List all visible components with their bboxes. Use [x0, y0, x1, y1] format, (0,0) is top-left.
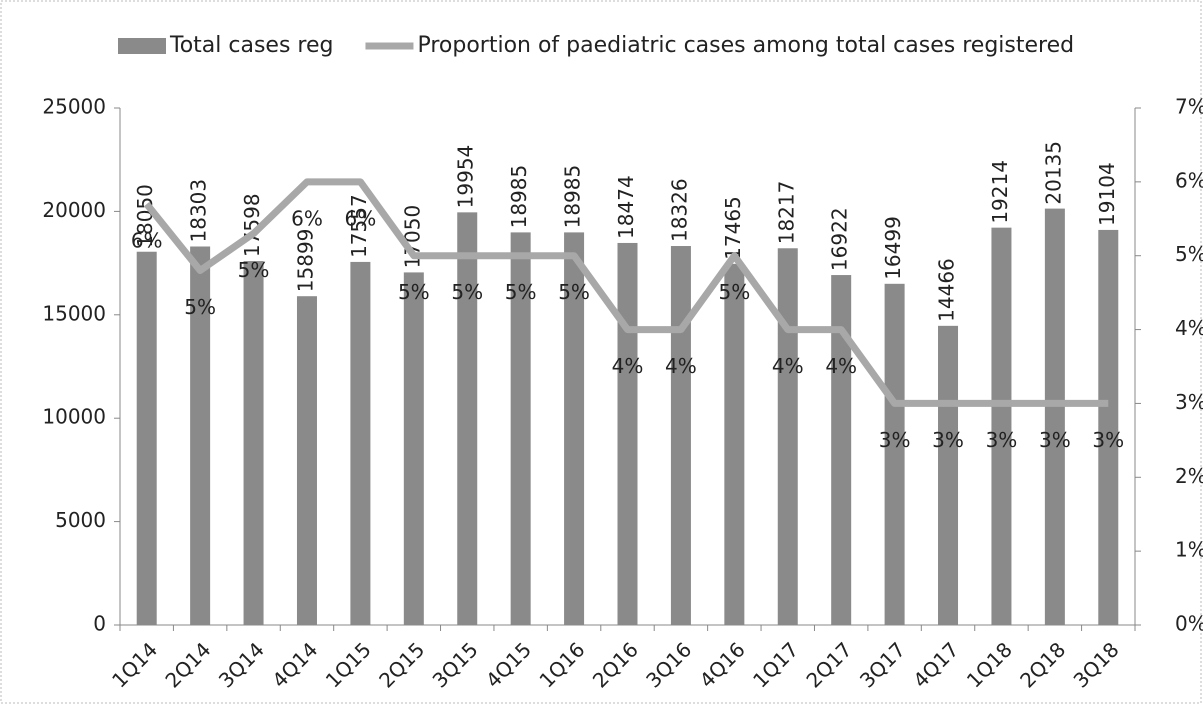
bar — [457, 212, 478, 626]
bar — [617, 242, 638, 625]
y2-tick-label: 7% — [1175, 95, 1203, 119]
line-value-label: 3% — [1039, 428, 1071, 452]
legend-swatch — [118, 38, 166, 54]
line-value-label: 4% — [612, 354, 644, 378]
line-value-label: 3% — [986, 428, 1018, 452]
line-value-label: 6% — [345, 206, 377, 230]
bar — [991, 227, 1012, 625]
y-tick-label: 15000 — [42, 301, 106, 325]
bar-value-label: 14466 — [935, 258, 959, 322]
bar — [243, 261, 264, 625]
y-tick-label: 0 — [93, 612, 106, 636]
bar — [510, 232, 531, 625]
bar-value-label: 20135 — [1041, 141, 1065, 205]
y2-tick-label: 3% — [1175, 390, 1203, 414]
bar — [831, 275, 852, 625]
line-value-label: 5% — [505, 280, 537, 304]
bar — [403, 272, 424, 625]
bar — [136, 251, 157, 625]
line-value-label: 3% — [1092, 428, 1124, 452]
line-value-label: 4% — [772, 354, 804, 378]
legend-label: Total cases reg — [169, 33, 333, 58]
bar — [564, 232, 585, 625]
y-tick-label: 5000 — [55, 508, 106, 532]
bar — [296, 296, 317, 625]
line — [143, 178, 1109, 407]
legend-label: Proportion of paediatric cases among tot… — [417, 33, 1074, 58]
line-value-label: 5% — [718, 280, 750, 304]
line-value-label: 3% — [932, 428, 964, 452]
bar — [938, 325, 959, 625]
bar-value-label: 16499 — [881, 216, 905, 280]
y2-tick-label: 4% — [1175, 316, 1203, 340]
bar-value-label: 18985 — [507, 165, 531, 229]
y2-tick-label: 1% — [1175, 538, 1203, 562]
bar-value-label: 18217 — [774, 181, 798, 245]
bar-value-label: 16922 — [828, 207, 852, 271]
bar-value-label: 18474 — [614, 175, 638, 239]
bar-value-label: 18326 — [667, 178, 691, 242]
bar-value-label: 18303 — [187, 179, 211, 243]
line-value-label: 5% — [184, 295, 216, 319]
line-value-label: 5% — [558, 280, 590, 304]
y2-tick-label: 5% — [1175, 242, 1203, 266]
line-value-label: 5% — [238, 258, 270, 282]
bar-value-label: 17465 — [721, 196, 745, 260]
y2-tick-label: 6% — [1175, 168, 1203, 192]
bar-value-label: 17557 — [347, 194, 371, 258]
line-value-label: 4% — [825, 354, 857, 378]
bar-value-label: 15899 — [293, 229, 317, 293]
y-tick-label: 10000 — [42, 405, 106, 429]
bar-value-label: 19954 — [454, 145, 478, 209]
bar — [724, 263, 745, 625]
line-value-label: 3% — [879, 428, 911, 452]
bar-value-label: 19104 — [1095, 162, 1119, 226]
y-tick-label: 25000 — [42, 95, 106, 119]
bar — [777, 248, 798, 625]
bar-value-label: 18985 — [561, 165, 585, 229]
line-value-label: 4% — [665, 354, 697, 378]
y2-tick-label: 0% — [1175, 612, 1203, 636]
line-value-label: 5% — [451, 280, 483, 304]
bar-value-label: 19214 — [988, 160, 1012, 224]
line-value-label: 6% — [131, 229, 163, 253]
bar — [884, 283, 905, 625]
bar — [1044, 208, 1065, 625]
y-tick-label: 20000 — [42, 198, 106, 222]
line-value-label: 6% — [291, 206, 323, 230]
bar — [1098, 229, 1119, 626]
bar — [670, 246, 691, 626]
bar — [350, 261, 371, 625]
line-value-label: 5% — [398, 280, 430, 304]
y2-tick-label: 2% — [1175, 464, 1203, 488]
bar — [190, 246, 211, 625]
